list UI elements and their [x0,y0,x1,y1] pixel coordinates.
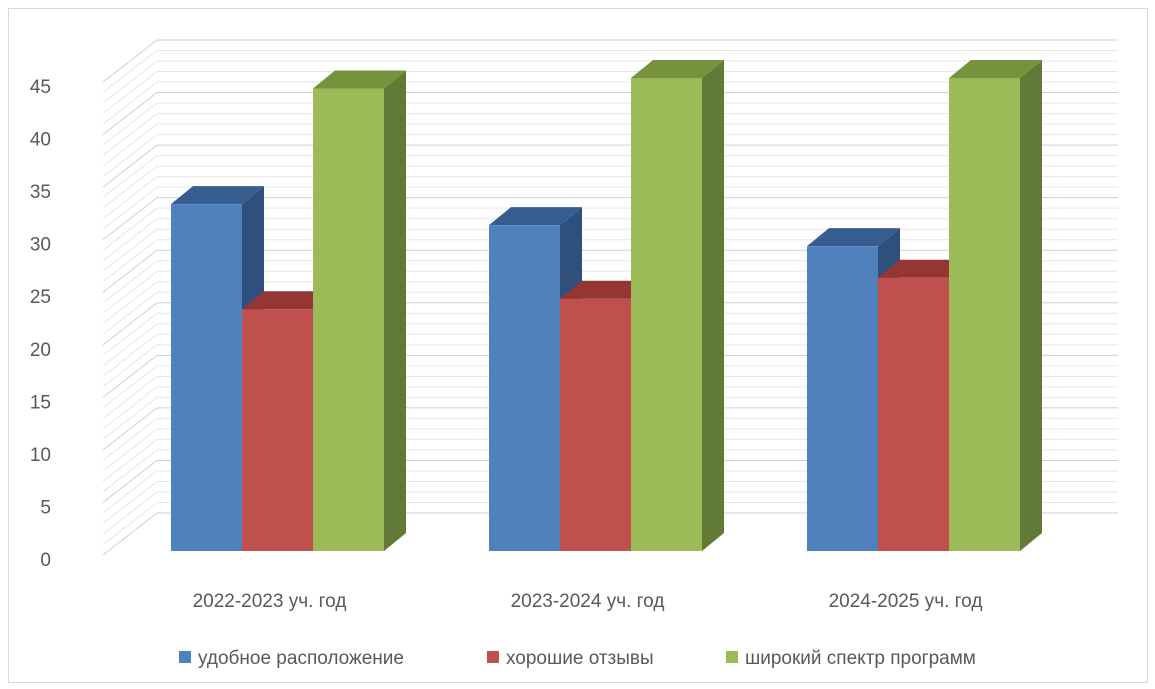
bar [949,60,1042,551]
gridline-side [102,449,158,493]
bar-top-face [242,291,335,310]
gridline-side [102,470,158,514]
bar-side-face [1020,60,1042,551]
legend: удобное расположение хорошие отзывы широки… [179,648,976,669]
legend-item: хорошие отзывы [487,648,654,669]
gridline-side [102,102,158,146]
gridline-side [102,81,158,125]
gridline-side [102,344,158,388]
legend-swatch [487,651,499,663]
bar [631,60,724,551]
gridline-side [102,155,158,199]
legend-label: хорошие отзывы [506,648,654,669]
legend-item: широкий спектр программ [726,648,976,669]
gridline-side [102,165,158,209]
bar-front-face [242,309,313,551]
bar-top-face [949,60,1042,78]
y-tick-label: 0 [40,550,51,571]
x-axis-category-labels: 2022-2023 уч. год 2023-2024 уч. год 2024-2… [193,591,983,612]
gridline-side [102,365,158,409]
gridline-side [102,239,158,283]
gridline-side [102,312,158,356]
y-tick-label: 15 [30,392,51,413]
x-category-label: 2024-2025 уч. год [829,591,983,612]
bar-top-face [313,70,406,89]
bar-top-face [171,186,264,205]
bar-top-face [878,259,971,278]
gridline-side [102,502,158,545]
gridline-side [102,460,158,503]
gridline-side [102,333,158,377]
bar-top-face [560,280,653,299]
gridline-side [102,354,158,398]
gridline-side [102,428,158,472]
bar-front-face [489,225,560,551]
gridline-side [102,60,158,104]
bars [171,60,1042,551]
bar-front-face [171,204,242,551]
bar-side-face [702,60,724,551]
gridline-side [102,134,158,177]
gridline-side [102,418,158,461]
bar-front-face [807,246,878,551]
legend-item: удобное расположение [179,648,404,669]
gridline-side [102,386,158,430]
bar-top-face [807,228,900,247]
bar-front-face [631,78,702,551]
gridline-side [102,123,158,167]
y-tick-label: 40 [30,130,51,151]
legend-label: широкий спектр программ [745,648,976,669]
y-tick-label: 25 [30,287,51,308]
y-axis: 0 5 10 15 20 25 30 35 40 45 [30,77,51,571]
y-tick-label: 30 [30,235,51,256]
y-tick-label: 35 [30,182,51,203]
gridline-side [102,207,158,251]
legend-swatch [726,651,738,663]
y-tick-label: 5 [40,497,51,518]
gridline-side [102,375,158,419]
gridline-side [102,186,158,230]
gridline-side [102,218,158,262]
bar [313,70,406,551]
bar-front-face [878,277,949,551]
gridline-side [102,439,158,482]
gridline-side [102,323,158,367]
y-tick-label: 45 [30,77,51,98]
gridline-side [102,407,158,451]
gridline-side [102,113,158,156]
gridline-side [102,302,158,346]
bar-front-face [560,298,631,551]
gridline-side [102,71,158,114]
y-tick-label: 20 [30,340,51,361]
bar-front-face [313,88,384,551]
gridline-side [102,50,158,93]
gridline-side [102,481,158,524]
gridline-side [102,260,158,304]
gridline-side [102,281,158,325]
gridline-side [102,291,158,335]
gridline-side [102,176,158,220]
legend-swatch [179,651,191,663]
gridline-side [102,512,158,556]
gridline-side [102,491,158,535]
x-category-label: 2023-2024 уч. год [511,591,665,612]
bar-side-face [384,70,406,551]
gridline-side [102,39,158,83]
gridline-side [102,144,158,188]
gridline-side [102,228,158,272]
bar-top-face [631,60,724,78]
gridline-side [102,92,158,135]
gridline-side [102,249,158,293]
bar-top-face [489,207,582,226]
gridline-side [102,197,158,241]
gridline-side [102,396,158,440]
legend-label: удобное расположение [198,648,404,669]
gridline-side [102,270,158,314]
x-category-label: 2022-2023 уч. год [193,591,347,612]
y-tick-label: 10 [30,445,51,466]
bar-front-face [949,78,1020,551]
